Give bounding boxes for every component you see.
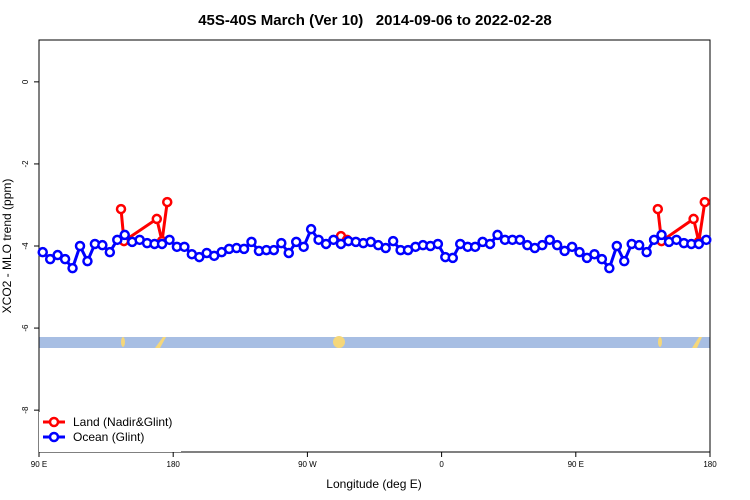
y-tick-label: -2 bbox=[21, 160, 30, 168]
land-mask bbox=[121, 336, 702, 348]
point bbox=[447, 252, 459, 264]
point bbox=[320, 238, 332, 250]
x-axis-label: Longitude (deg E) bbox=[326, 477, 421, 491]
y-tick-label: 0 bbox=[21, 79, 30, 84]
point bbox=[156, 238, 168, 250]
point bbox=[97, 239, 108, 251]
point bbox=[151, 213, 163, 225]
legend-label: Land (Nadir&Glint) bbox=[73, 415, 172, 429]
point bbox=[544, 234, 555, 246]
legend-marker bbox=[48, 431, 60, 443]
x-tick-label: 90 W bbox=[298, 460, 317, 469]
point bbox=[699, 196, 711, 208]
point bbox=[52, 249, 63, 261]
point bbox=[688, 213, 699, 225]
point bbox=[164, 234, 175, 246]
x-tick-label: 90 E bbox=[568, 460, 584, 469]
point bbox=[633, 239, 645, 251]
point bbox=[656, 229, 667, 241]
point bbox=[596, 253, 608, 265]
legend-marker bbox=[48, 416, 60, 428]
point bbox=[276, 237, 287, 249]
y-tick-label: -8 bbox=[21, 406, 30, 414]
x-tick-label: 0 bbox=[439, 460, 444, 469]
point bbox=[112, 234, 123, 246]
point bbox=[268, 244, 280, 256]
point bbox=[432, 238, 444, 250]
point bbox=[67, 262, 78, 274]
chart-title: 45S-40S March (Ver 10) 2014-09-06 to 202… bbox=[198, 12, 552, 29]
point bbox=[313, 234, 324, 246]
point bbox=[104, 246, 116, 258]
series-line bbox=[119, 201, 707, 244]
point bbox=[115, 203, 127, 215]
legend-label: Ocean (Glint) bbox=[73, 430, 144, 444]
point bbox=[283, 247, 295, 259]
point bbox=[37, 246, 48, 258]
point bbox=[589, 248, 600, 260]
point bbox=[492, 229, 503, 241]
point bbox=[611, 240, 623, 252]
point bbox=[693, 238, 705, 250]
x-tick-label: 180 bbox=[167, 460, 181, 469]
point bbox=[290, 236, 302, 248]
point bbox=[484, 238, 496, 250]
point bbox=[641, 246, 652, 258]
point bbox=[238, 243, 250, 255]
point bbox=[469, 241, 481, 253]
y-tick-label: -4 bbox=[21, 242, 30, 250]
point bbox=[652, 203, 664, 215]
point bbox=[648, 234, 660, 246]
point bbox=[574, 246, 585, 258]
point bbox=[566, 241, 578, 253]
point bbox=[551, 239, 563, 251]
point bbox=[194, 251, 205, 263]
point bbox=[44, 253, 56, 265]
legend-box bbox=[39, 412, 181, 452]
point bbox=[119, 229, 130, 241]
point bbox=[179, 241, 190, 253]
point bbox=[537, 239, 548, 251]
y-axis-label: XCO2 - MLO trend (ppm) bbox=[0, 179, 14, 314]
point bbox=[701, 234, 712, 246]
point bbox=[328, 234, 339, 246]
point bbox=[380, 242, 391, 254]
y-tick-label: -6 bbox=[21, 324, 30, 332]
point bbox=[161, 196, 173, 208]
point bbox=[74, 240, 86, 252]
point bbox=[59, 253, 71, 265]
point bbox=[246, 236, 257, 248]
point bbox=[604, 262, 615, 274]
x-tick-label: 90 E bbox=[31, 460, 47, 469]
point bbox=[514, 234, 526, 246]
point bbox=[82, 255, 93, 267]
surface-band bbox=[39, 337, 710, 348]
point bbox=[305, 223, 317, 235]
point bbox=[619, 255, 630, 267]
point bbox=[298, 241, 309, 253]
x-tick-label: 180 bbox=[703, 460, 717, 469]
point bbox=[387, 235, 399, 247]
point bbox=[559, 245, 570, 257]
